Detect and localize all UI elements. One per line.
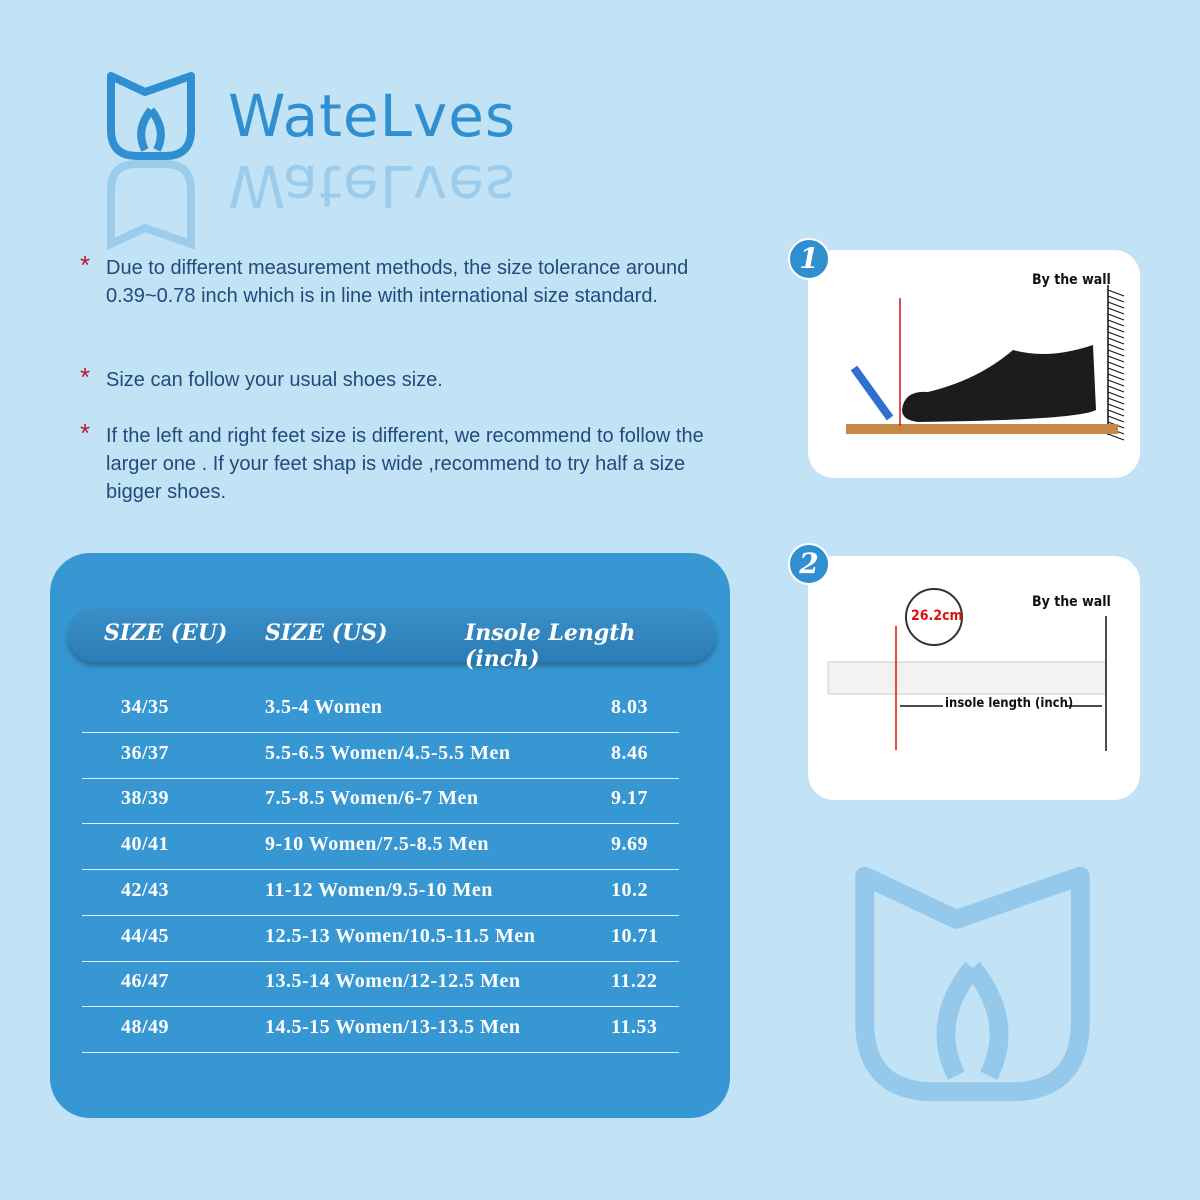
size-eu-cell: 34/35 — [121, 696, 170, 718]
insole-length-cell: 10.2 — [611, 878, 648, 901]
table-row: 34/35 3.5-4 Women 8.03 — [82, 686, 679, 733]
size-eu-cell: 38/39 — [121, 787, 170, 810]
table-row: 36/37 5.5-6.5 Women/4.5-5.5 Men 8.46 — [82, 732, 679, 779]
size-eu-cell: 40/41 — [121, 833, 170, 856]
size-eu-cell: 42/43 — [121, 878, 170, 901]
table-row: 42/43 11-12 Women/9.5-10 Men 10.2 — [82, 869, 679, 916]
wall-label: By the wall — [1032, 272, 1111, 288]
size-eu-cell: 36/37 — [121, 741, 170, 764]
size-us-cell: 7.5-8.5 Women/6-7 Men — [265, 787, 479, 810]
step-2-badge: 2 — [788, 543, 830, 585]
table-row: 48/49 14.5-15 Women/13-13.5 Men 11.53 — [82, 1006, 679, 1053]
header-insole-length: Insole Length (inch) — [465, 620, 636, 672]
measurement-value: 26.2cm — [911, 608, 963, 624]
wall-label: By the wall — [1032, 594, 1111, 610]
insole-length-cell: 9.69 — [611, 833, 648, 856]
size-us-cell: 9-10 Women/7.5-8.5 Men — [265, 833, 489, 856]
measurement-circle — [905, 588, 963, 646]
asterisk-icon: * — [80, 250, 91, 280]
table-row: 38/39 7.5-8.5 Women/6-7 Men 9.17 — [82, 777, 679, 825]
ruler-illustration — [827, 616, 1107, 751]
asterisk-icon: * — [80, 418, 91, 448]
size-us-cell: 13.5-14 Women/12-12.5 Men — [265, 970, 521, 993]
insole-length-cell: 8.46 — [611, 741, 648, 764]
brand-logo-watermark-icon — [855, 866, 1090, 1102]
step-2-card: By the wall 26.2cm insole length (inch) — [808, 556, 1140, 800]
brand-logo-icon — [107, 72, 195, 160]
brand-logo-reflection-icon — [107, 160, 195, 250]
insole-length-cell: 11.53 — [611, 1015, 658, 1038]
insole-length-cell: 8.03 — [611, 696, 648, 718]
size-eu-cell: 48/49 — [121, 1015, 170, 1038]
brand-name: WateLves — [228, 82, 517, 150]
brand-name-reflection: WateLves — [228, 152, 517, 220]
note-1: * Due to different measurement methods, t… — [80, 250, 689, 307]
size-table-header: SIZE (EU) SIZE (US) Insole Length (inch) — [68, 608, 716, 672]
step-1-badge: 1 — [788, 238, 830, 280]
asterisk-icon: * — [80, 362, 91, 392]
header-size-us: SIZE (US) — [265, 620, 388, 646]
size-eu-cell: 46/47 — [121, 970, 170, 993]
insole-length-cell: 11.22 — [611, 970, 658, 993]
size-us-cell: 12.5-13 Women/10.5-11.5 Men — [265, 924, 536, 947]
wall-hatch-icon — [1107, 289, 1125, 441]
insole-length-label: insole length (inch) — [945, 696, 1074, 711]
size-us-cell: 11-12 Women/9.5-10 Men — [265, 878, 493, 901]
note-3: * If the left and right feet size is diff… — [80, 418, 704, 503]
insole-length-cell: 9.17 — [611, 787, 648, 810]
table-row: 44/45 12.5-13 Women/10.5-11.5 Men 10.71 — [82, 915, 679, 962]
table-row: 46/47 13.5-14 Women/12-12.5 Men 11.22 — [82, 960, 679, 1008]
insole-length-cell: 10.71 — [611, 924, 659, 947]
size-us-cell: 14.5-15 Women/13-13.5 Men — [265, 1015, 521, 1038]
header-size-eu: SIZE (EU) — [104, 620, 228, 646]
measure-shoe-illustration — [846, 285, 1125, 441]
note-2: * Size can follow your usual shoes size. — [80, 362, 443, 392]
size-eu-cell: 44/45 — [121, 924, 170, 947]
size-us-cell: 5.5-6.5 Women/4.5-5.5 Men — [265, 741, 511, 764]
size-us-cell: 3.5-4 Women — [265, 696, 383, 718]
table-row: 40/41 9-10 Women/7.5-8.5 Men 9.69 — [82, 823, 679, 871]
step-1-card: By the wall — [808, 250, 1140, 478]
